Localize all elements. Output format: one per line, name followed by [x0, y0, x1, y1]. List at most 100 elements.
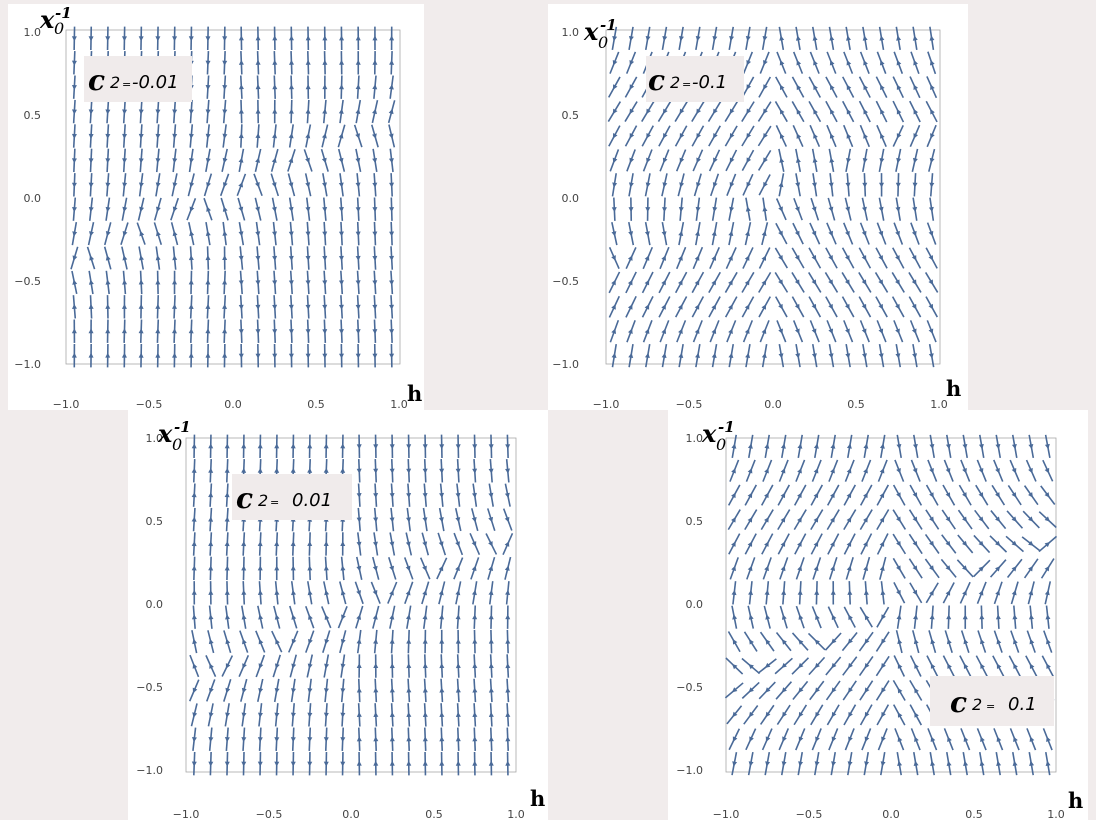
- stream-arrowhead: [505, 760, 511, 766]
- annotation-value: -0.01: [132, 72, 179, 93]
- stream-arrowhead: [290, 712, 296, 718]
- stream-arrowhead: [765, 614, 771, 620]
- stream-arrowhead: [862, 157, 868, 164]
- x-axis-label: h: [407, 381, 422, 406]
- stream-arrowhead: [748, 687, 754, 693]
- stream-arrowhead: [796, 59, 802, 66]
- stream-arrowhead: [472, 687, 478, 693]
- stream-arrowhead: [912, 516, 918, 523]
- stream-arrowhead: [780, 565, 786, 572]
- stream-arrowhead: [138, 133, 144, 139]
- stream-arrowhead: [628, 328, 633, 334]
- stream-arrowhead: [846, 492, 852, 499]
- stream-arrowhead: [930, 760, 936, 767]
- stream-arrowhead: [191, 443, 197, 449]
- stream-arrowhead: [1013, 638, 1018, 645]
- stream-arrowhead: [996, 638, 1002, 645]
- stream-arrowhead: [945, 443, 951, 450]
- stream-arrowhead: [928, 255, 934, 261]
- stream-arrowhead: [255, 280, 261, 286]
- stream-arrowhead: [612, 133, 618, 139]
- stream-arrowhead: [208, 467, 214, 473]
- stream-arrowhead: [879, 516, 885, 523]
- stream-arrowhead: [881, 638, 886, 645]
- stream-arrowhead: [746, 181, 752, 188]
- stream-arrowhead: [813, 516, 819, 523]
- stream-arrowhead: [880, 84, 885, 91]
- stream-arrowhead: [439, 614, 445, 620]
- stream-arrowhead: [291, 688, 297, 694]
- streamplot-panel-3: −1.0 −0.5 0.0 0.5 1.0 −1.0 −0.5 0.0 0.5 …: [128, 410, 548, 820]
- stream-arrowhead: [763, 132, 768, 139]
- stream-arrowhead: [962, 516, 967, 523]
- stream-arrowhead: [828, 279, 833, 285]
- stream-arrowhead: [679, 157, 685, 164]
- stream-arrowhead: [661, 328, 667, 335]
- stream-arrowhead: [224, 443, 230, 449]
- stream-arrowhead: [880, 108, 885, 115]
- stream-arrowhead: [863, 492, 868, 499]
- stream-arrowhead: [878, 353, 884, 359]
- stream-arrowhead: [339, 59, 345, 65]
- stream-arrowhead: [1013, 736, 1018, 743]
- stream-arrowhead: [505, 589, 511, 596]
- stream-arrowhead: [438, 565, 444, 572]
- stream-arrowhead: [488, 516, 494, 523]
- stream-arrowhead: [764, 589, 770, 596]
- stream-arrowhead: [846, 467, 852, 474]
- stream-arrowhead: [238, 304, 244, 310]
- stream-arrowhead: [241, 614, 247, 620]
- stream-arrowhead: [305, 329, 311, 335]
- stream-arrowhead: [863, 565, 869, 571]
- annotation-box: [84, 56, 192, 102]
- stream-arrowhead: [224, 516, 230, 522]
- stream-arrowhead: [644, 304, 650, 310]
- stream-arrowhead: [896, 614, 902, 620]
- stream-arrowhead: [611, 231, 617, 237]
- stream-arrowhead: [761, 328, 767, 335]
- stream-arrowhead: [305, 255, 311, 262]
- y-tick-label: −0.5: [552, 275, 579, 288]
- stream-arrowhead: [372, 158, 378, 164]
- stream-arrowhead: [914, 736, 919, 743]
- stream-arrowhead: [627, 255, 633, 261]
- stream-arrowhead: [355, 182, 361, 188]
- stream-arrowhead: [848, 687, 853, 693]
- stream-arrowhead: [105, 206, 111, 213]
- stream-arrowhead: [846, 565, 852, 572]
- stream-arrowhead: [845, 328, 850, 335]
- stream-arrowhead: [274, 589, 280, 596]
- annotation-symbol: c: [88, 64, 105, 97]
- y-tick-label: 0.0: [146, 598, 164, 611]
- stream-arrowhead: [628, 207, 634, 213]
- stream-arrowhead: [373, 760, 379, 766]
- stream-arrowhead: [929, 590, 934, 596]
- stream-arrowhead: [191, 589, 197, 595]
- stream-arrowhead: [764, 516, 769, 523]
- stream-arrowhead: [255, 132, 261, 139]
- stream-arrowhead: [861, 255, 867, 261]
- stream-arrowhead: [765, 711, 771, 718]
- stream-arrowhead: [372, 59, 378, 65]
- stream-arrowhead: [338, 182, 344, 188]
- stream-arrowhead: [731, 492, 736, 499]
- stream-arrowhead: [863, 516, 868, 523]
- stream-arrowhead: [72, 207, 77, 213]
- parameter-annotation: c 2 = 0.01: [232, 474, 352, 520]
- stream-arrowhead: [225, 614, 230, 620]
- stream-arrowhead: [861, 328, 867, 335]
- stream-arrowhead: [878, 255, 883, 261]
- stream-arrowhead: [472, 614, 478, 620]
- stream-arrowhead: [122, 158, 128, 164]
- stream-arrowhead: [242, 638, 247, 645]
- stream-arrowhead: [778, 328, 783, 335]
- stream-arrowhead: [828, 230, 833, 237]
- stream-arrowhead: [272, 329, 278, 335]
- stream-arrowhead: [844, 303, 850, 310]
- x-tick-label: 0.0: [882, 808, 900, 820]
- stream-arrowhead: [980, 663, 985, 669]
- stream-arrowhead: [305, 84, 311, 90]
- stream-arrowhead: [831, 662, 837, 669]
- stream-arrowhead: [978, 590, 984, 596]
- stream-arrowhead: [1028, 589, 1034, 596]
